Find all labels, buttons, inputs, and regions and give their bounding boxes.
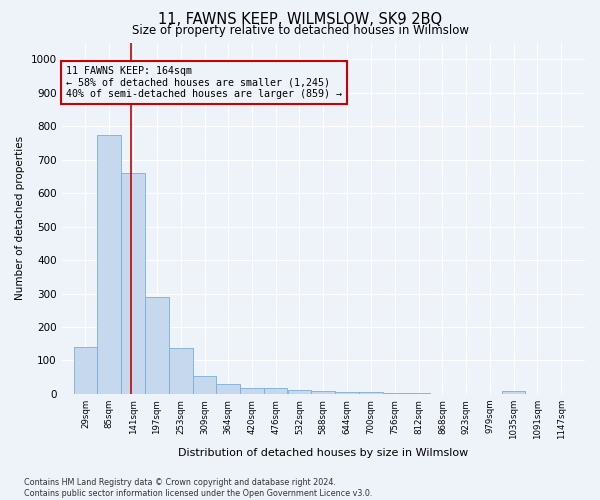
Text: Contains HM Land Registry data © Crown copyright and database right 2024.
Contai: Contains HM Land Registry data © Crown c… [24,478,373,498]
Bar [311,392,335,394]
Text: Size of property relative to detached houses in Wilmslow: Size of property relative to detached ho… [131,24,469,37]
Bar [359,392,383,394]
Bar [240,388,263,394]
Bar [264,388,287,394]
Text: 11, FAWNS KEEP, WILMSLOW, SK9 2BQ: 11, FAWNS KEEP, WILMSLOW, SK9 2BQ [158,12,442,28]
Bar [97,134,121,394]
Bar [216,384,240,394]
Bar [502,392,526,394]
Bar [287,390,311,394]
Bar [74,347,97,394]
Bar [145,297,169,394]
X-axis label: Distribution of detached houses by size in Wilmslow: Distribution of detached houses by size … [178,448,469,458]
Bar [169,348,193,394]
Text: 11 FAWNS KEEP: 164sqm
← 58% of detached houses are smaller (1,245)
40% of semi-d: 11 FAWNS KEEP: 164sqm ← 58% of detached … [67,66,343,99]
Bar [335,392,359,394]
Bar [193,376,217,394]
Y-axis label: Number of detached properties: Number of detached properties [15,136,25,300]
Bar [121,173,145,394]
